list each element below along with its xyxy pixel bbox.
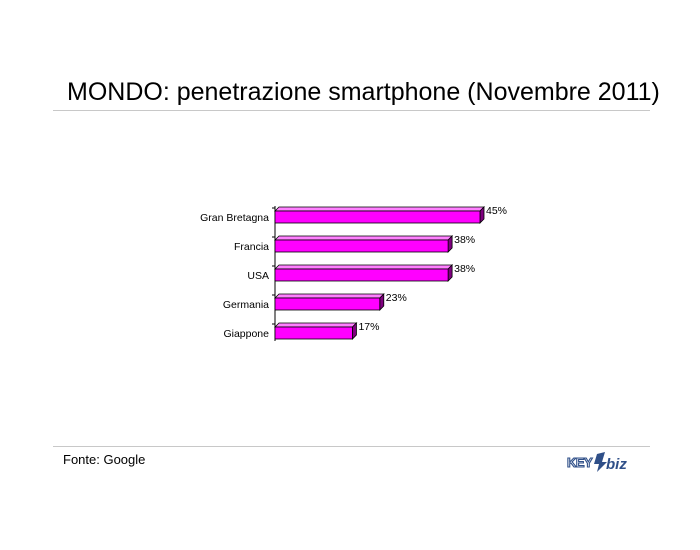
source-note: Fonte: Google [63, 452, 146, 467]
bar [274, 297, 381, 311]
chart-title: MONDO: penetrazione smartphone (Novembre… [67, 78, 660, 106]
bar [274, 268, 449, 282]
value-label: 38% [454, 263, 475, 275]
footer-divider [53, 446, 650, 447]
bar-top-face [274, 264, 454, 270]
value-label: 23% [386, 292, 407, 304]
category-label: Gran Bretagna [200, 212, 269, 224]
bar-top-face [274, 293, 385, 299]
labels: Gran Bretagna 45% Francia 38% USA 38% Germania… [200, 205, 507, 340]
svg-text:biz: biz [606, 456, 627, 473]
key4biz-logo: KEY biz [566, 450, 642, 479]
bar-top-face [274, 206, 485, 212]
bar [274, 210, 481, 224]
title-divider [53, 110, 650, 111]
value-label: 38% [454, 234, 475, 246]
bar-top-face [274, 322, 358, 328]
bar [274, 239, 449, 253]
category-label: USA [247, 270, 269, 282]
y-axis [272, 206, 276, 341]
svg-text:KEY: KEY [567, 455, 593, 470]
bars [274, 206, 485, 340]
bar-top-face [274, 235, 454, 241]
value-label: 45% [486, 205, 507, 217]
category-label: Germania [223, 299, 269, 311]
value-label: 17% [358, 321, 379, 333]
bar [274, 326, 353, 340]
category-label: Giappone [223, 328, 269, 340]
category-label: Francia [234, 241, 269, 253]
